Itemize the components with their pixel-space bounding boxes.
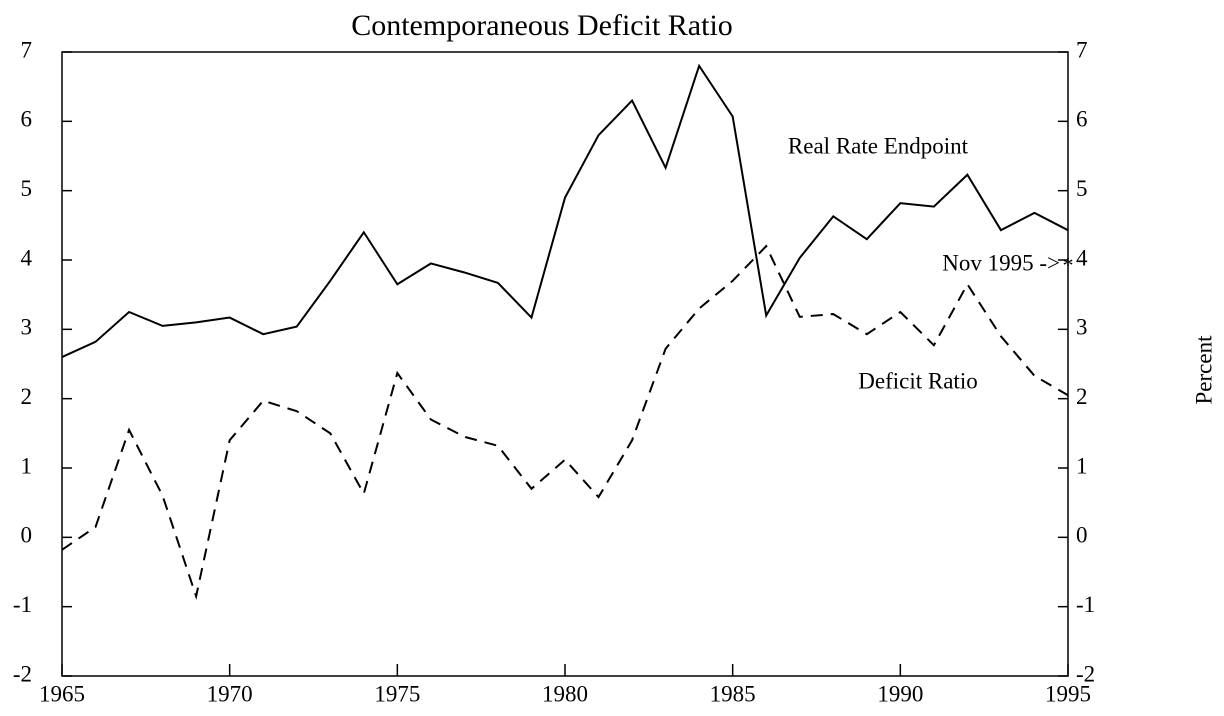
y-tick-label: 5: [21, 176, 33, 201]
x-tick-label: 1985: [710, 681, 756, 706]
y2-tick-label: 6: [1076, 107, 1088, 132]
x-tick-label: 1965: [39, 681, 85, 706]
annotation: Nov 1995 ->: [942, 251, 1060, 276]
x-tick-label: 1990: [877, 681, 923, 706]
series-line: [61, 63, 1069, 358]
chart-title: Contemporaneous Deficit Ratio: [351, 9, 733, 42]
x-tick-label: 1980: [542, 681, 588, 706]
y2-tick-label: -2: [1076, 661, 1095, 686]
y-tick-label: 7: [21, 37, 33, 62]
y2-tick-label: 4: [1076, 245, 1088, 270]
series-line: [61, 244, 1069, 601]
x-tick-label: 1975: [374, 681, 420, 706]
y-tick-label: 1: [21, 453, 33, 478]
y-tick-label: -2: [13, 661, 32, 686]
annotation-marker: *: [1063, 253, 1074, 278]
y-tick-label: -1: [13, 592, 32, 617]
y2-tick-label: 0: [1076, 523, 1088, 548]
y-tick-label: 2: [21, 384, 33, 409]
x-tick-label: 1995: [1045, 681, 1091, 706]
y-tick-label: 3: [21, 315, 33, 340]
series-label: Deficit Ratio: [858, 368, 977, 393]
y2-tick-label: 7: [1076, 37, 1088, 62]
x-tick-label: 1970: [207, 681, 253, 706]
y2-tick-label: 3: [1076, 315, 1088, 340]
y2-tick-label: -1: [1076, 592, 1095, 617]
y-tick-label: 0: [21, 523, 33, 548]
y2-axis-label: Percent: [1191, 335, 1216, 405]
y-tick-label: 4: [21, 245, 33, 270]
y-tick-label: 6: [21, 107, 33, 132]
y2-tick-label: 2: [1076, 384, 1088, 409]
y2-tick-label: 5: [1076, 176, 1088, 201]
series-label: Real Rate Endpoint: [788, 133, 969, 158]
y2-tick-label: 1: [1076, 453, 1088, 478]
